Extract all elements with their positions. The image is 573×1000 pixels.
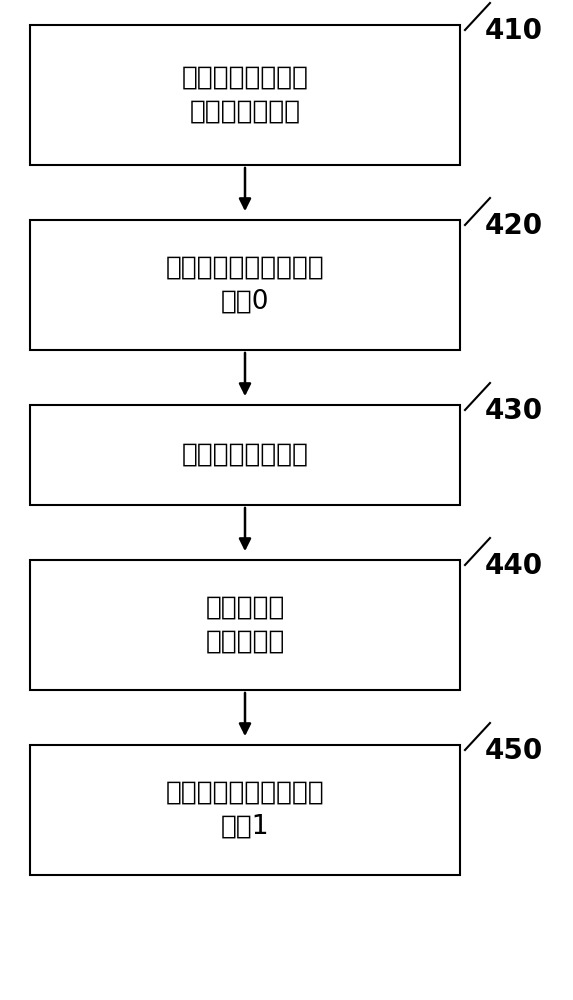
Text: 将新的数据
写入该分区: 将新的数据 写入该分区 <box>205 595 285 655</box>
Text: 450: 450 <box>485 737 543 765</box>
Text: 440: 440 <box>485 552 543 580</box>
Text: 对该分区进行擦除: 对该分区进行擦除 <box>182 442 308 468</box>
Text: 将分区的原始数据
复制到备份分区: 将分区的原始数据 复制到备份分区 <box>182 65 308 125</box>
FancyBboxPatch shape <box>30 405 460 505</box>
Text: 410: 410 <box>485 17 543 45</box>
Text: 将该分区对应的标志位
置为0: 将该分区对应的标志位 置为0 <box>166 255 324 315</box>
FancyBboxPatch shape <box>30 25 460 165</box>
Text: 将该分区对应的标志位
置为1: 将该分区对应的标志位 置为1 <box>166 780 324 840</box>
FancyBboxPatch shape <box>30 220 460 350</box>
FancyBboxPatch shape <box>30 560 460 690</box>
Text: 430: 430 <box>485 397 543 425</box>
Text: 420: 420 <box>485 212 543 240</box>
FancyBboxPatch shape <box>30 745 460 875</box>
